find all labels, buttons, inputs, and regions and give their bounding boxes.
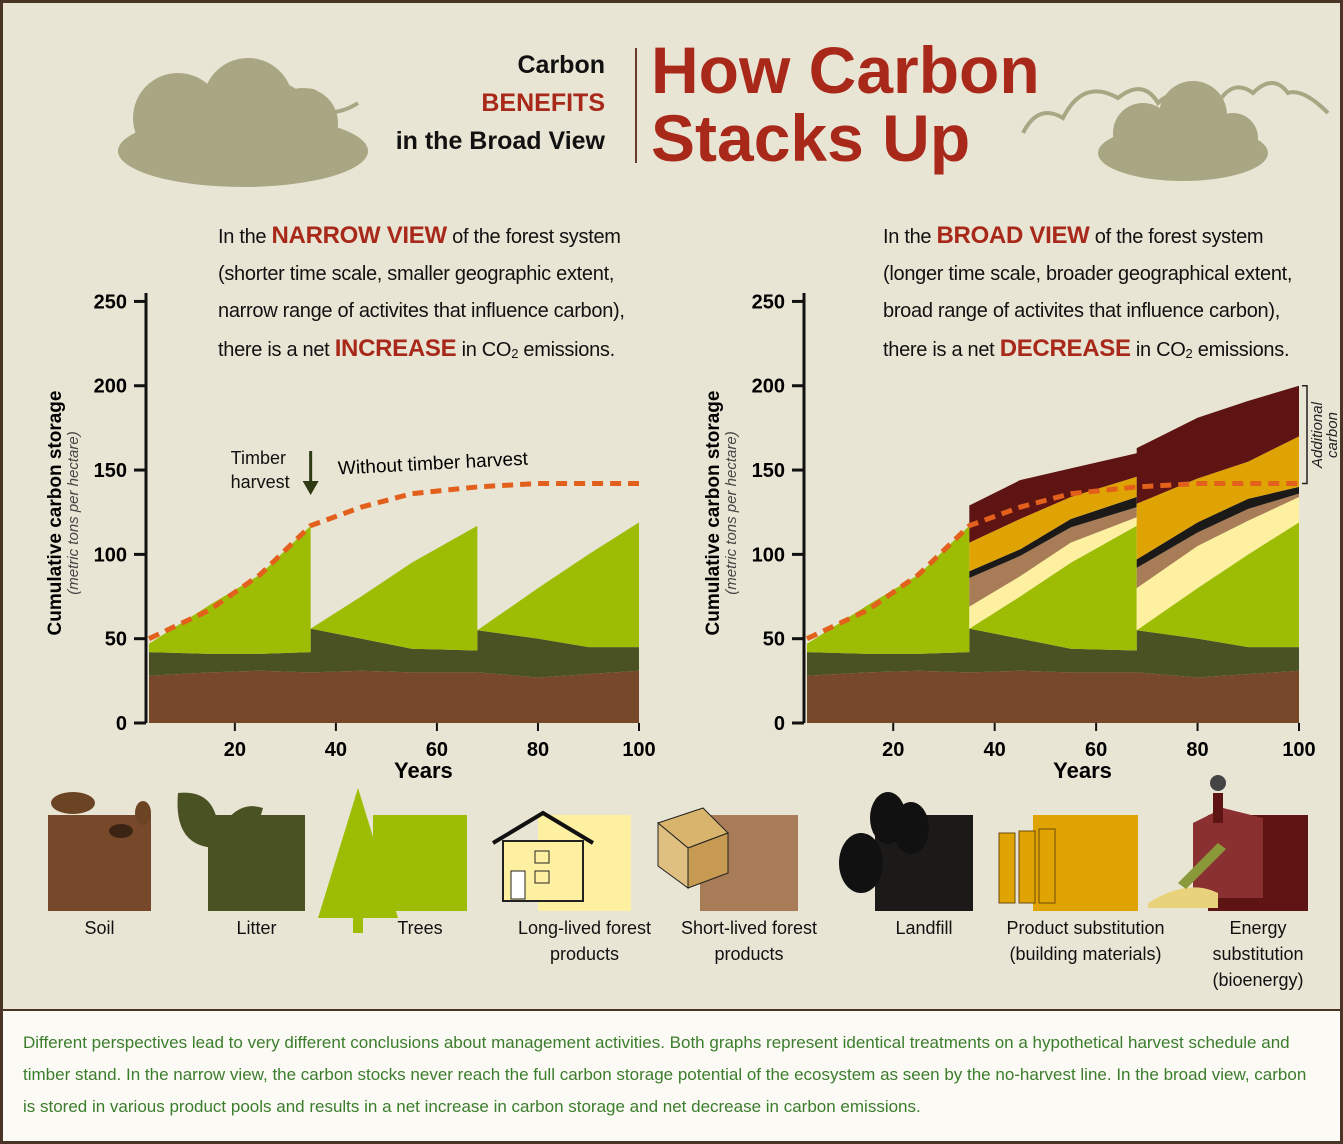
y-tick-label: 0 [116,713,127,735]
description-part: INCREASE [335,335,457,362]
description-part: in CO [1131,339,1186,361]
legend-label: Litter [212,915,302,941]
y-tick-label: 50 [105,629,127,651]
header-title: How Carbon [651,35,1040,105]
y-axis-label: Cumulative carbon storage [703,391,724,636]
header-subtitle: BENEFITS [481,89,605,118]
header-subtitle: Carbon [518,51,606,80]
description-part: emissions. [518,339,615,361]
x-tick-label: 100 [622,739,655,761]
y-tick-label: 150 [752,460,785,482]
y-axis-sublabel: (metric tons per hectare) [65,431,82,594]
y-tick-label: 150 [94,460,127,482]
y-axis-sublabel: (metric tons per hectare) [723,431,740,594]
caption: Different perspectives lead to very diff… [3,1009,1340,1141]
annotation-arrowhead [303,481,319,495]
annotation: Additional carbon [1310,386,1340,484]
legend-swatch [48,815,151,911]
description-part: In the [883,226,937,248]
area [807,671,1299,723]
chart-description: In the NARROW VIEW of the forest system … [218,217,638,372]
description-part: BROAD VIEW [937,222,1090,249]
legend-label: Long-lived forest products [510,915,660,967]
header-title: Stacks Up [651,103,970,173]
x-tick-label: 100 [1282,739,1315,761]
y-tick-label: 200 [94,376,127,398]
legend-label: Landfill [869,915,979,941]
description-part: DECREASE [1000,335,1131,362]
y-tick-label: 250 [752,291,785,313]
line-label: Without timber harvest [337,449,529,480]
annotation-bracket [1302,386,1307,484]
x-tick-label: 20 [224,739,246,761]
chart-description: In the BROAD VIEW of the forest system (… [883,217,1303,372]
x-tick-label: 80 [527,739,549,761]
header-subtitle: in the Broad View [396,127,605,156]
y-axis-label: Cumulative carbon storage [45,391,66,636]
y-tick-label: 100 [94,544,127,566]
x-axis-label: Years [394,758,453,783]
y-tick-label: 100 [752,544,785,566]
area [149,522,639,654]
infographic: Without timber harvest050100150200250204… [0,0,1343,1144]
y-tick-label: 50 [763,629,785,651]
legend-label: Soil [55,915,145,941]
legend-label: Trees [375,915,465,941]
x-axis-label: Years [1053,758,1112,783]
y-tick-label: 200 [752,376,785,398]
x-tick-label: 80 [1186,739,1208,761]
description-part: NARROW VIEW [272,222,447,249]
description-part: In the [218,226,272,248]
x-tick-label: 20 [882,739,904,761]
area [149,671,639,723]
x-tick-label: 40 [325,739,347,761]
description-part: emissions. [1192,339,1289,361]
x-tick-label: 40 [984,739,1006,761]
legend-label: Short-lived forest products [674,915,824,967]
y-tick-label: 250 [94,291,127,313]
annotation: Timber harvest [231,446,301,494]
legend-label: Product substitution (building materials… [996,915,1176,967]
description-part: in CO [456,339,511,361]
y-tick-label: 0 [774,713,785,735]
legend-label: Energy substitution (bioenergy) [1196,915,1321,993]
